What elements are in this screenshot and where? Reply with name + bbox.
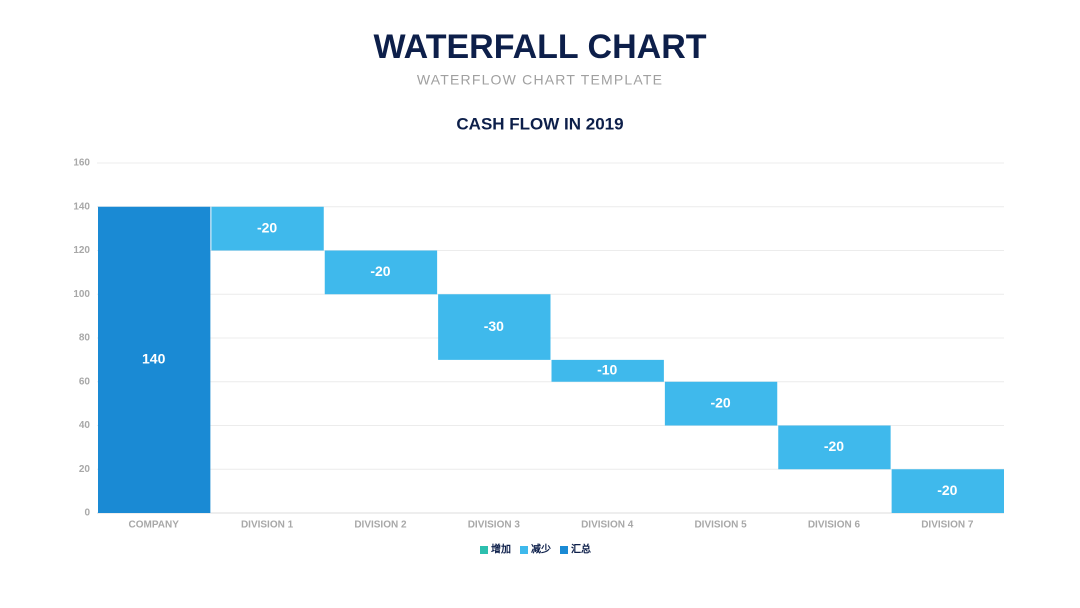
x-tick-label: DIVISION 2 (354, 520, 407, 531)
bar (891, 469, 1004, 513)
data-label: -20 (710, 394, 730, 410)
legend-label: 增加 (491, 543, 511, 556)
data-label: 140 (142, 351, 166, 367)
data-label: -30 (484, 318, 504, 334)
bar (98, 206, 211, 513)
chart-title: CASH FLOW IN 2019 (456, 114, 623, 133)
x-tick-label: COMPANY (129, 520, 180, 531)
y-tick-label: 40 (79, 420, 91, 431)
y-tick-label: 120 (73, 245, 90, 256)
bar (438, 294, 551, 360)
y-tick-label: 20 (79, 464, 91, 475)
bar (324, 250, 438, 295)
legend-swatch (480, 546, 488, 554)
x-tick-label: DIVISION 4 (581, 520, 634, 531)
y-tick-label: 0 (84, 508, 90, 519)
x-tick-label: DIVISION 5 (694, 520, 747, 531)
data-label: -20 (937, 482, 957, 498)
y-tick-label: 140 (73, 201, 90, 212)
y-tick-label: 60 (79, 376, 91, 387)
x-tick-label: DIVISION 1 (241, 520, 294, 531)
bar (211, 206, 324, 251)
legend-swatch (560, 546, 568, 554)
bar (664, 381, 778, 426)
bar (551, 359, 664, 382)
data-label: -20 (370, 263, 390, 279)
data-label: -20 (257, 219, 277, 235)
y-tick-label: 100 (73, 289, 90, 300)
y-tick-label: 80 (79, 333, 91, 344)
bar (778, 425, 891, 470)
legend-swatch (520, 546, 528, 554)
data-label: -20 (824, 438, 844, 454)
page-subtitle: WATERFLOW CHART TEMPLATE (417, 72, 663, 88)
legend-label: 减少 (531, 543, 551, 556)
x-tick-label: DIVISION 6 (808, 520, 861, 531)
legend-label: 汇总 (571, 543, 591, 556)
page-title: WATERFALL CHART (373, 28, 706, 66)
y-tick-label: 160 (73, 158, 90, 169)
x-tick-label: DIVISION 3 (468, 520, 521, 531)
data-label: -10 (597, 362, 617, 378)
x-tick-label: DIVISION 7 (921, 520, 974, 531)
